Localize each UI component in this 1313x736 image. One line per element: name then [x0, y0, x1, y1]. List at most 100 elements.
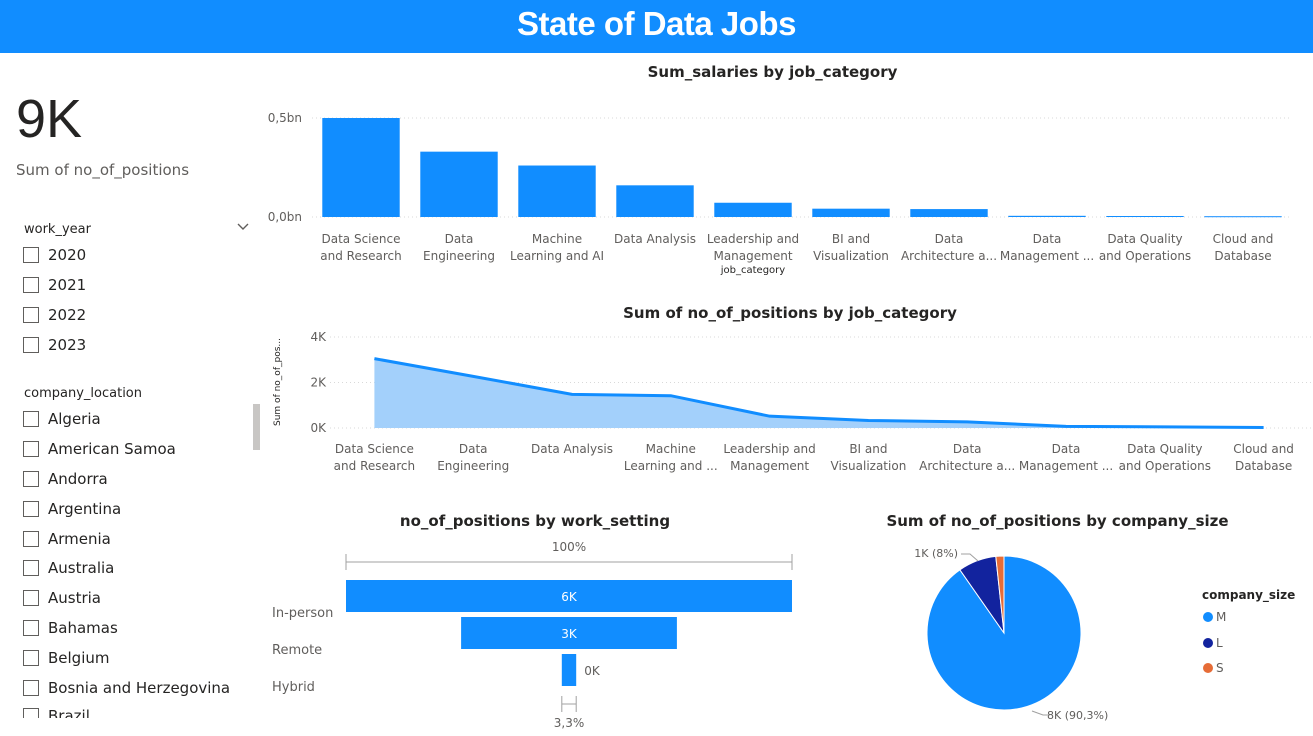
checkbox[interactable] [23, 680, 39, 696]
x-tick-label: Engineering [423, 249, 495, 263]
salaries-bar-chart: 0,0bn 0,5bn Data Science and Research Data En… [268, 111, 1292, 276]
x-tick-label: Cloud and [1213, 232, 1274, 246]
slicer-item-label: Brazil [48, 707, 90, 718]
legend-label: S [1216, 661, 1224, 675]
funnel-bar [561, 654, 577, 686]
checkbox[interactable] [23, 620, 39, 636]
slicer-item-location[interactable]: Brazil [23, 705, 90, 718]
slicer-scrollbar[interactable] [253, 404, 260, 450]
top-percent-label: 100% [552, 540, 586, 554]
x-tick-label: Architecture a... [901, 249, 997, 263]
x-tick-label: and Operations [1099, 249, 1191, 263]
slicer-item-location[interactable]: Algeria [23, 408, 101, 430]
legend-title: company_size [1202, 588, 1296, 602]
x-tick-label: BI and [832, 232, 870, 246]
x-tick-label: Data [935, 232, 964, 246]
checkbox[interactable] [23, 560, 39, 576]
slicer-item-label: Armenia [48, 530, 111, 548]
checkbox[interactable] [23, 501, 39, 517]
x-tick-label: and Operations [1119, 459, 1211, 473]
y-tick-label: 2K [310, 376, 327, 390]
slicer-item-location[interactable]: Bahamas [23, 617, 118, 639]
x-tick-label: BI and [849, 442, 887, 456]
area-fill [374, 358, 1264, 428]
bar [812, 208, 890, 217]
checkbox[interactable] [23, 650, 39, 666]
x-tick-label: Learning and AI [510, 249, 604, 263]
slicer-item-label: Bahamas [48, 619, 118, 637]
checkbox[interactable] [23, 531, 39, 547]
legend-label: M [1216, 610, 1227, 624]
x-tick-label: Leadership and [723, 442, 815, 456]
x-tick-label: and Research [334, 459, 415, 473]
legend-item[interactable]: M [1203, 610, 1226, 624]
x-tick-label: Database [1214, 249, 1271, 263]
y-tick-label: 0,0bn [268, 210, 302, 224]
slicer-item-work-year[interactable]: 2022 [23, 304, 86, 326]
checkbox[interactable] [23, 337, 39, 353]
x-tick-label: Data Analysis [531, 442, 613, 456]
legend-item[interactable]: L [1203, 636, 1223, 650]
bar [714, 202, 792, 217]
legend-label: L [1216, 636, 1223, 650]
page-title: State of Data Jobs [517, 5, 796, 42]
legend-dot [1203, 663, 1213, 673]
legend-dot [1203, 638, 1213, 648]
slicer-item-location[interactable]: Andorra [23, 468, 108, 490]
slicer-item-work-year[interactable]: 2021 [23, 274, 86, 296]
slicer-item-label: Algeria [48, 410, 101, 428]
legend-item[interactable]: S [1203, 661, 1224, 675]
x-tick-label: Visualization [813, 249, 889, 263]
slicer-item-label: American Samoa [48, 440, 176, 458]
data-label: 0K [584, 664, 601, 678]
slicer-item-location[interactable]: American Samoa [23, 438, 176, 460]
slicer-item-label: Belgium [48, 649, 110, 667]
x-tick-label: Data [459, 442, 488, 456]
slicer-title-work-year: work_year [24, 222, 91, 237]
checkbox[interactable] [23, 307, 39, 323]
slicer-item-location[interactable]: Australia [23, 557, 114, 579]
chart-title-salaries: Sum_salaries by job_category [647, 63, 898, 81]
x-axis-title: job_category [720, 265, 786, 276]
checkbox[interactable] [23, 411, 39, 427]
y-tick-label: 0,5bn [268, 111, 302, 125]
x-tick-label: Management ... [1000, 249, 1094, 263]
leader-line [1031, 710, 1049, 716]
slicer-item-work-year[interactable]: 2023 [23, 334, 86, 356]
checkbox[interactable] [23, 441, 39, 457]
x-tick-label: Data [1052, 442, 1081, 456]
slicer-item-label: 2020 [48, 246, 87, 264]
bar [616, 185, 694, 217]
x-tick-label: Management [730, 459, 809, 473]
checkbox[interactable] [23, 247, 39, 263]
slicer-item-location[interactable]: Bosnia and Herzegovina [23, 677, 230, 699]
bar [518, 165, 596, 217]
positions-area-chart: 0K 2K 4K Sum of no_of_pos... Data Science and… [273, 330, 1313, 473]
x-tick-label: Management ... [1019, 459, 1113, 473]
work-setting-funnel-chart: 100% In-person 6K Remote 3K Hybrid 0K 3,3% [272, 540, 793, 730]
checkbox[interactable] [23, 471, 39, 487]
slicer-item-label: Bosnia and Herzegovina [48, 679, 231, 697]
slicer-item-label: Australia [48, 559, 115, 577]
slicer-item-location[interactable]: Armenia [23, 528, 111, 550]
slice-label: 8K (90,3%) [1047, 709, 1108, 722]
x-tick-label: Machine [646, 442, 696, 456]
x-tick-label: Data Quality [1107, 232, 1182, 246]
slicer-item-work-year[interactable]: 2020 [23, 244, 86, 266]
slicer-item-location[interactable]: Belgium [23, 647, 110, 669]
bar [420, 151, 498, 217]
x-tick-label: Database [1235, 459, 1292, 473]
x-tick-label: Management [713, 249, 792, 263]
checkbox[interactable] [23, 277, 39, 293]
chevron-down-icon[interactable] [236, 220, 250, 234]
legend-dot [1203, 612, 1213, 622]
kpi-card-label: Sum of no_of_positions [16, 161, 190, 179]
slicer-item-location[interactable]: Argentina [23, 498, 121, 520]
slicer-item-location[interactable]: Austria [23, 587, 101, 609]
x-tick-label: Data [445, 232, 474, 246]
checkbox[interactable] [23, 708, 39, 718]
bar [322, 118, 400, 217]
checkbox[interactable] [23, 590, 39, 606]
slice-label: 1K (8%) [914, 547, 958, 560]
bar [1204, 216, 1282, 218]
